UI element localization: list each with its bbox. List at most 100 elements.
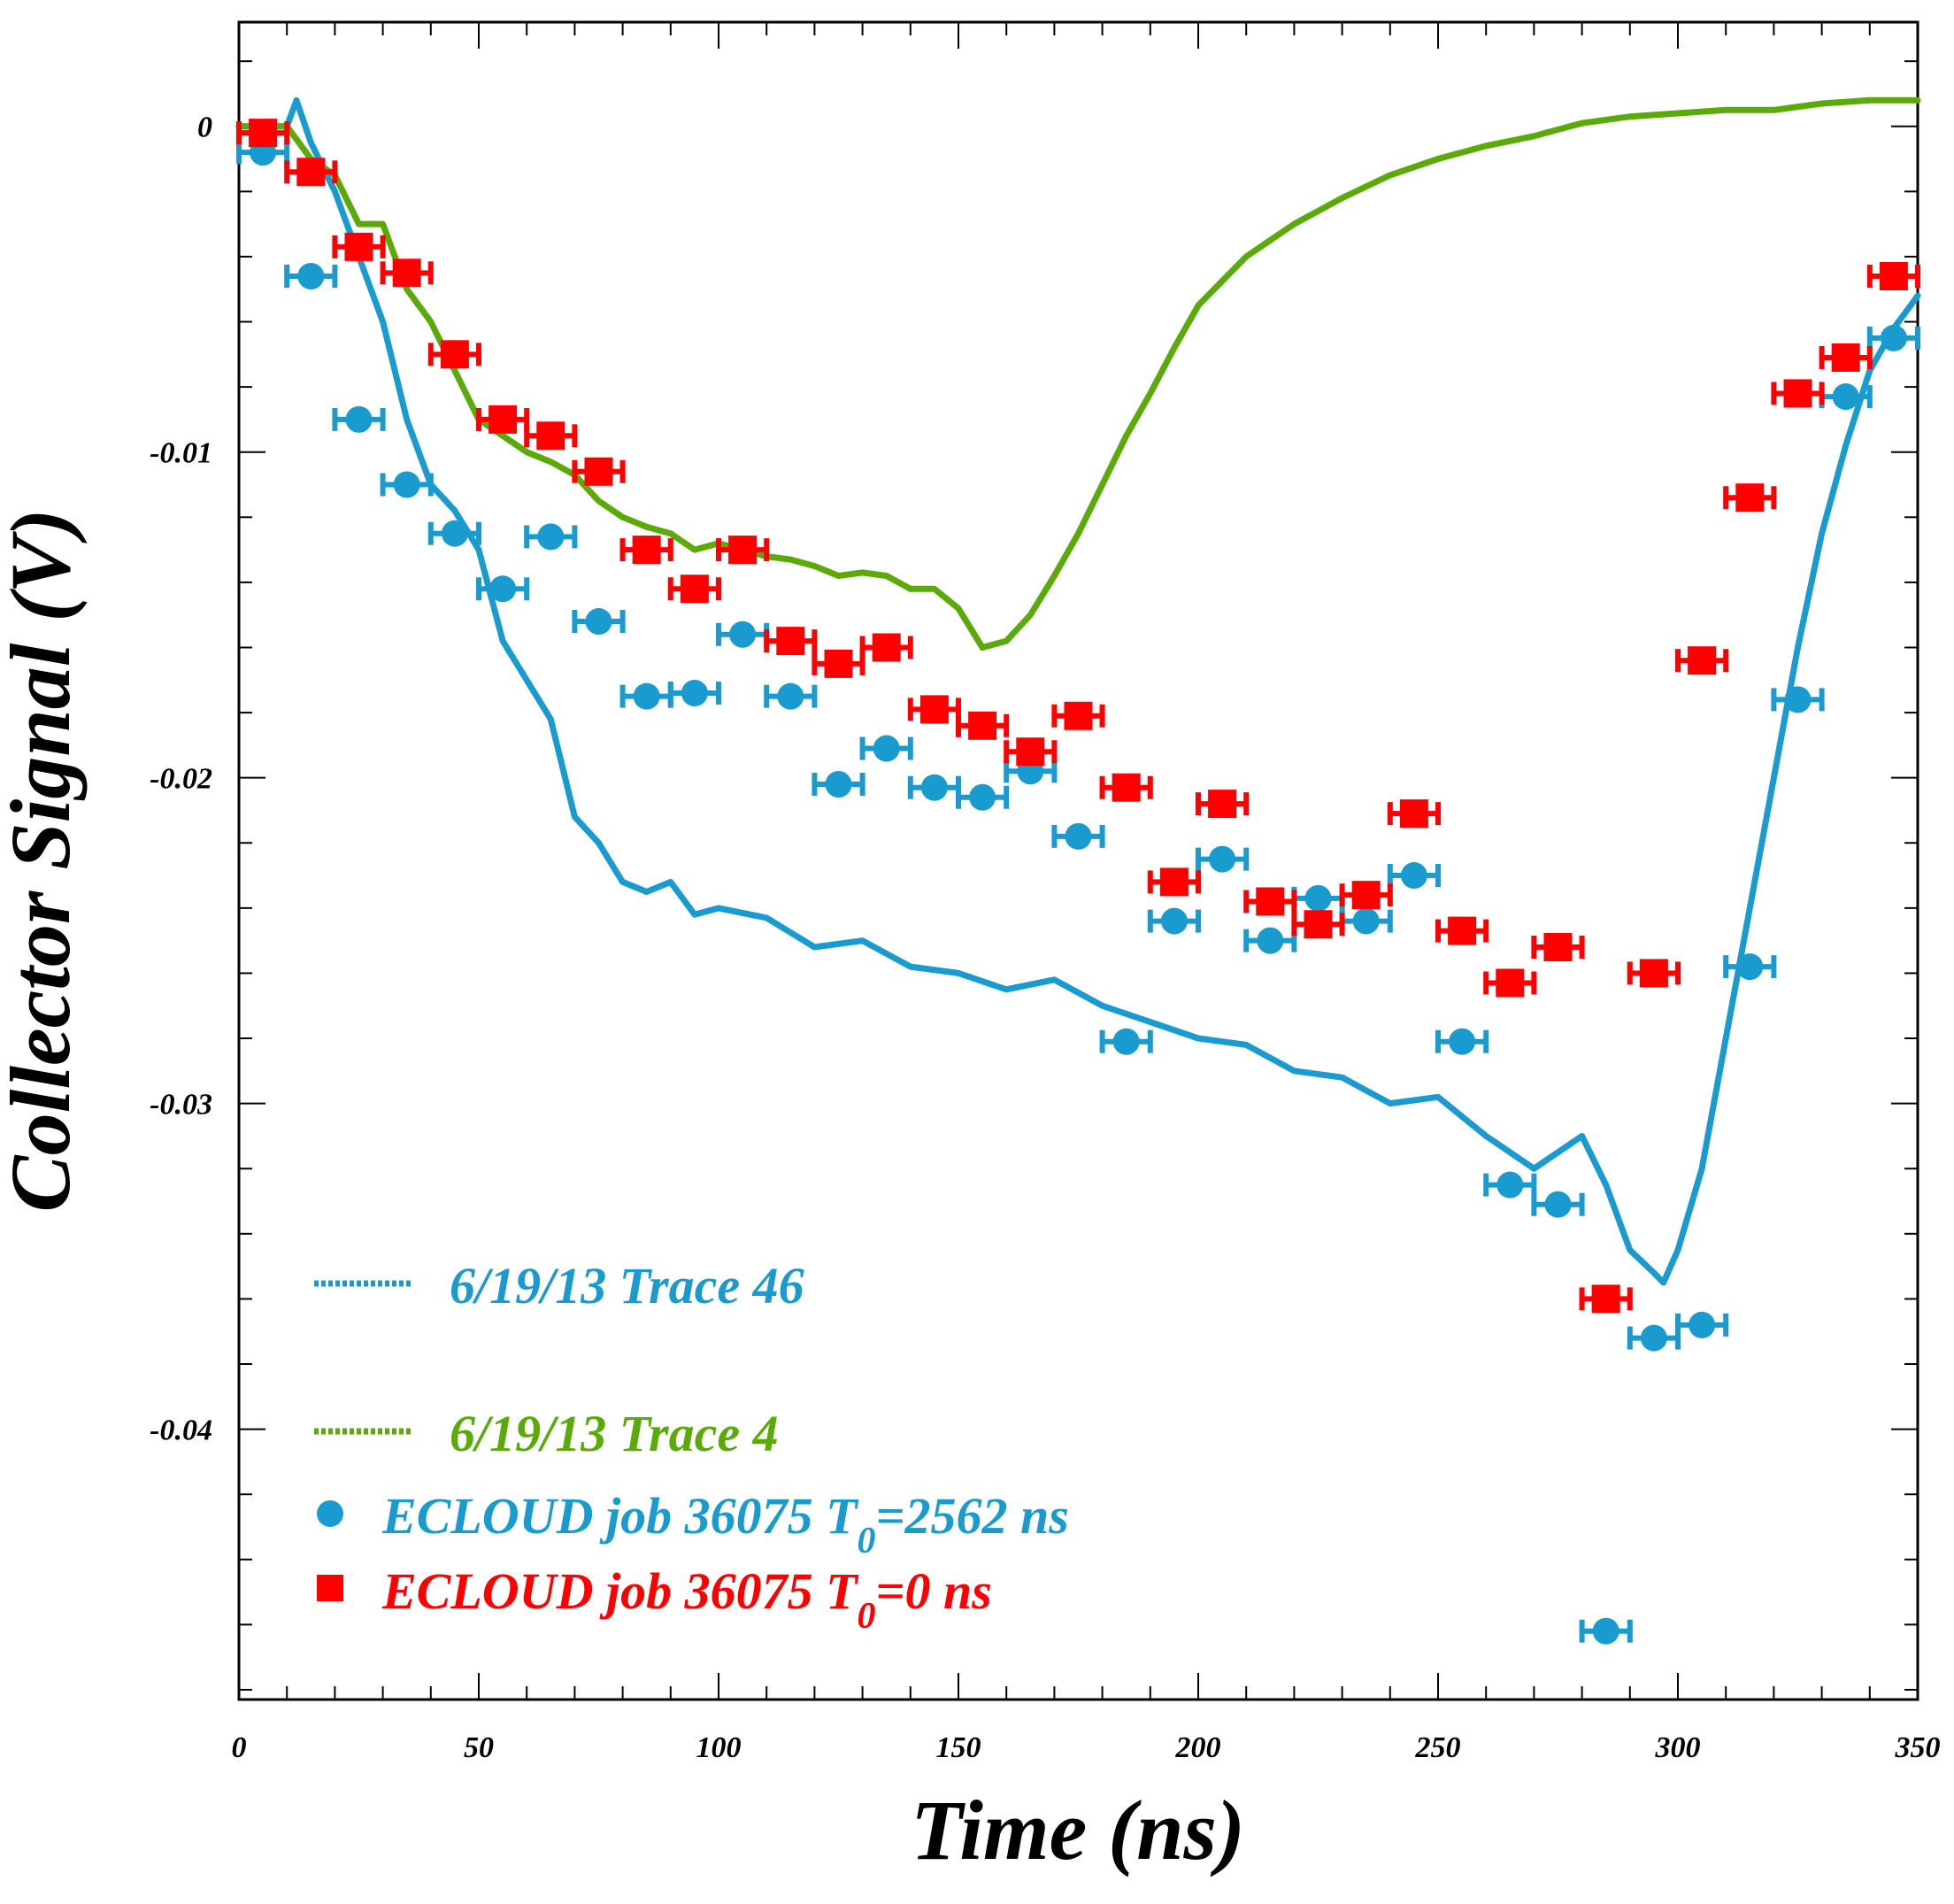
- ecloud-t0-0-point: [632, 536, 661, 565]
- ecloud-t0-0-point: [1735, 483, 1765, 513]
- trace-4-line: [235, 96, 1921, 651]
- legend-label-ecloud-t0-0-prefix: ECLOUD job 36075 T: [381, 1562, 859, 1620]
- ecloud-t0-0-point: [1159, 867, 1189, 897]
- ecloud-t0-0-point: [919, 695, 949, 724]
- ecloud-t0-0-point: [1543, 933, 1573, 962]
- ecloud-t0-2562-point: [345, 405, 373, 433]
- ecloud-t0-2562-point: [441, 520, 468, 547]
- legend-label-ecloud-t0-0-sub: 0: [858, 1596, 876, 1637]
- ecloud-t0-2562-point: [1880, 324, 1907, 351]
- ecloud-t0-0-point: [392, 258, 421, 288]
- trace-46-line: [235, 96, 1921, 1286]
- x-tick-label: 250: [1415, 1731, 1461, 1764]
- legend-label-ecloud-t0-0: ECLOUD job 36075 T0=0 ns: [381, 1562, 992, 1637]
- ecloud-t0-2562-point: [489, 575, 517, 603]
- ecloud-t0-0-point: [728, 536, 758, 565]
- axis-ticks: [238, 22, 1919, 1700]
- ecloud-t0-0-point: [1879, 262, 1908, 291]
- ecloud-t0-2562-point: [1112, 1028, 1140, 1055]
- ecloud-t0-2562-point: [1496, 1171, 1524, 1199]
- ecloud-t0-2562-point: [873, 735, 900, 762]
- plot-frame: [237, 20, 1919, 1701]
- ecloud-t0-2562-point: [777, 682, 804, 710]
- ecloud-t0-2562-point: [1257, 927, 1284, 954]
- ecloud-t0-2562-point: [1304, 884, 1332, 912]
- ecloud-t0-0-point: [584, 457, 613, 486]
- ecloud-t0-0-point: [1639, 959, 1668, 988]
- x-tick-labels: 0 50 100 150 200 250 300 350: [232, 1731, 1941, 1764]
- x-tick-label: 0: [232, 1731, 247, 1764]
- ecloud-t0-2562-point: [1449, 1028, 1476, 1055]
- ecloud-t0-0-point: [536, 421, 565, 451]
- ecloud-t0-0-point: [1448, 916, 1477, 945]
- ecloud-t0-2562-point: [585, 608, 612, 636]
- ecloud-t0-0-point: [824, 649, 853, 678]
- x-tick-label: 150: [936, 1731, 981, 1764]
- ecloud-t0-2562-point: [1784, 686, 1812, 713]
- ecloud-t0-0-point: [1591, 1284, 1620, 1314]
- y-tick-label: -0.02: [150, 763, 212, 796]
- ecloud-t0-2562-point: [297, 263, 325, 290]
- legend-label-ecloud-t0-0-suffix: =0 ns: [876, 1562, 992, 1620]
- data-points: [236, 119, 1920, 1645]
- ecloud-t0-2562-point: [1592, 1617, 1619, 1645]
- ecloud-t0-0-point: [1688, 646, 1717, 675]
- trace-lines: [235, 96, 1921, 1286]
- ecloud-t0-0-point: [776, 627, 805, 656]
- x-tick-label: 50: [464, 1731, 494, 1764]
- ecloud-t0-2562-point: [1640, 1324, 1667, 1352]
- legend-label-trace46: 6/19/13 Trace 46: [450, 1257, 804, 1314]
- legend-label-ecloud-t0-2562-suffix: =2562 ns: [876, 1487, 1069, 1545]
- ecloud-t0-2562-point: [537, 523, 565, 551]
- ecloud-t0-2562-point: [920, 774, 948, 801]
- legend: 6/19/13 Trace 46 6/19/13 Trace 4 ECLOUD …: [314, 1257, 1069, 1637]
- legend-label-ecloud-t0-2562-sub: 0: [858, 1521, 876, 1561]
- ecloud-t0-0-point: [1831, 343, 1860, 372]
- ecloud-t0-2562-point: [1209, 845, 1236, 873]
- ecloud-t0-2562-point: [1352, 907, 1380, 935]
- ecloud-t0-2562-point: [825, 771, 852, 798]
- ecloud-t0-0-point: [1208, 790, 1237, 819]
- x-tick-label: 100: [696, 1731, 742, 1764]
- x-tick-label: 200: [1175, 1731, 1221, 1764]
- legend-label-trace4: 6/19/13 Trace 4: [450, 1405, 779, 1462]
- ecloud-t0-0-point: [680, 574, 709, 604]
- ecloud-t0-0-point: [488, 405, 518, 434]
- ecloud-t0-2562-point: [393, 471, 420, 498]
- ecloud-t0-2562-point: [1832, 383, 1859, 411]
- ecloud-t0-0-point: [249, 119, 278, 148]
- ecloud-t0-0-point: [1256, 887, 1285, 916]
- ecloud-t0-0-point: [1496, 968, 1525, 998]
- legend-marker-ecloud-t0-0: [317, 1575, 343, 1601]
- ecloud-t0-0-point: [872, 633, 901, 662]
- y-tick-label: -0.01: [150, 437, 212, 470]
- ecloud-t0-0-point: [1112, 773, 1141, 802]
- ecloud-t0-0-point: [968, 711, 997, 740]
- ecloud-t0-2562-point: [729, 621, 757, 648]
- y-tick-labels: 0 -0.01 -0.02 -0.03 -0.04: [150, 112, 212, 1447]
- ecloud-t0-0-point: [1399, 799, 1428, 829]
- ecloud-t0-2562-point: [681, 680, 708, 706]
- ecloud-t0-0-point: [1783, 379, 1812, 408]
- y-axis-title: Collector Signal (V): [0, 509, 88, 1213]
- ecloud-t0-2562-point: [1400, 862, 1427, 890]
- ecloud-t0-2562-point: [1065, 822, 1092, 850]
- y-tick-label: -0.03: [150, 1089, 212, 1122]
- ecloud-t0-0-point: [296, 158, 326, 187]
- legend-label-ecloud-t0-2562-prefix: ECLOUD job 36075 T: [381, 1487, 859, 1545]
- ecloud-t0-0-point: [1016, 737, 1045, 767]
- ecloud-t0-2562-point: [633, 682, 660, 710]
- ecloud-t0-0-point: [440, 340, 469, 369]
- x-axis-title: Time (ns): [911, 1783, 1245, 1877]
- ecloud-t0-0-point: [1351, 881, 1381, 910]
- legend-marker-ecloud-t0-2562: [317, 1500, 343, 1527]
- ecloud-t0-2562-point: [1160, 907, 1188, 935]
- y-tick-label: 0: [197, 112, 212, 144]
- ecloud-t0-2562-point: [1689, 1311, 1716, 1338]
- y-tick-label: -0.04: [150, 1415, 212, 1447]
- ecloud-t0-0-point: [1304, 910, 1333, 939]
- x-tick-label: 350: [1895, 1731, 1941, 1764]
- ecloud-t0-2562-point: [969, 783, 996, 811]
- x-tick-label: 300: [1655, 1731, 1701, 1764]
